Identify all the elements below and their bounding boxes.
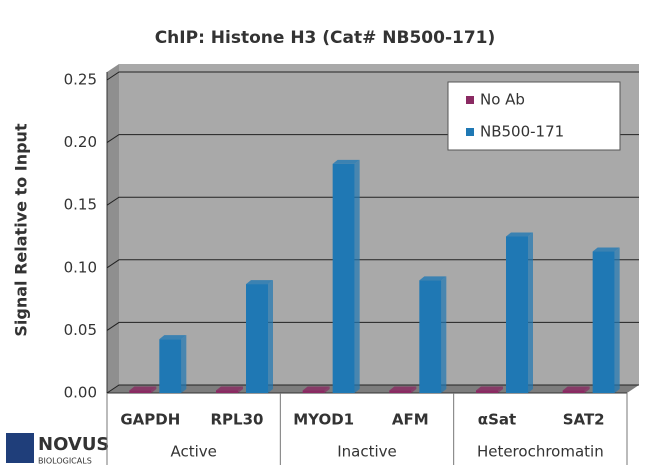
floor xyxy=(107,385,639,393)
bar-side xyxy=(238,386,243,393)
bar xyxy=(129,390,152,393)
grid-line xyxy=(106,71,639,81)
x-tick-label: GAPDH xyxy=(120,411,180,429)
bar-top xyxy=(159,335,187,340)
bar-top xyxy=(506,232,533,237)
x-tick-label: SAT2 xyxy=(563,411,605,429)
grid-line xyxy=(106,196,639,206)
bar-side xyxy=(528,232,533,393)
group-label: Inactive xyxy=(337,443,397,461)
bar-side xyxy=(324,386,330,393)
bar xyxy=(332,163,355,393)
bar xyxy=(592,251,615,393)
group-label: Active xyxy=(170,443,216,461)
chart-title: ChIP: Histone H3 (Cat# NB500-171) xyxy=(155,28,496,48)
bar-side xyxy=(614,247,620,393)
legend-label: NB500-171 xyxy=(480,123,564,141)
bar-side xyxy=(268,280,273,393)
x-tick-label: αSat xyxy=(478,411,516,429)
x-tick-label: AFM xyxy=(392,411,429,429)
y-tick-label: 0.20 xyxy=(64,133,97,151)
y-tick-label: 0.10 xyxy=(64,258,97,276)
legend-box xyxy=(447,81,621,151)
bar xyxy=(159,339,182,393)
bar xyxy=(419,280,442,393)
bar-side xyxy=(181,335,187,393)
group-label: Heterochromatin xyxy=(477,443,604,461)
bar-top xyxy=(302,386,330,391)
y-tick-label: 0.05 xyxy=(64,321,97,339)
legend-label: No Ab xyxy=(480,91,525,109)
bar-top xyxy=(129,386,157,391)
bar-top xyxy=(476,386,503,391)
bar xyxy=(246,284,268,393)
bar-top xyxy=(592,247,620,252)
bar-top xyxy=(332,159,360,164)
grid-line xyxy=(106,384,639,394)
bar-side xyxy=(498,386,503,393)
bar-top xyxy=(216,386,243,391)
bar xyxy=(389,390,412,393)
side-wall xyxy=(107,64,119,393)
grid-line xyxy=(106,321,639,331)
grid-line xyxy=(106,259,639,269)
bar-side xyxy=(411,386,417,393)
legend-swatch xyxy=(466,128,474,136)
x-tick-label: RPL30 xyxy=(211,411,264,429)
bar-side xyxy=(354,159,360,393)
legend-swatch xyxy=(466,96,474,104)
bar xyxy=(506,236,528,393)
y-tick-label: 0.00 xyxy=(64,384,97,402)
legend: No Ab NB500-171 xyxy=(447,81,621,151)
bar xyxy=(216,390,238,393)
y-axis-label: Signal Relative to Input xyxy=(12,123,31,337)
logo-name: NOVUS xyxy=(38,434,109,455)
bar-top xyxy=(246,280,273,285)
logo-icon xyxy=(6,433,34,463)
x-tick-label: MYOD1 xyxy=(293,411,354,429)
bar-top xyxy=(562,386,590,391)
y-tick-label: 0.15 xyxy=(64,196,97,214)
bar xyxy=(476,390,498,393)
bar-side xyxy=(441,276,447,393)
bar-top xyxy=(419,276,447,281)
bar-side xyxy=(584,386,590,393)
bar-side xyxy=(151,386,157,393)
bar xyxy=(562,390,585,393)
logo-sub: BIOLOGICALS xyxy=(38,457,92,466)
y-tick-label: 0.25 xyxy=(64,71,97,89)
bar xyxy=(302,390,325,393)
logo: NOVUS BIOLOGICALS xyxy=(6,433,109,466)
bar-top xyxy=(389,386,417,391)
